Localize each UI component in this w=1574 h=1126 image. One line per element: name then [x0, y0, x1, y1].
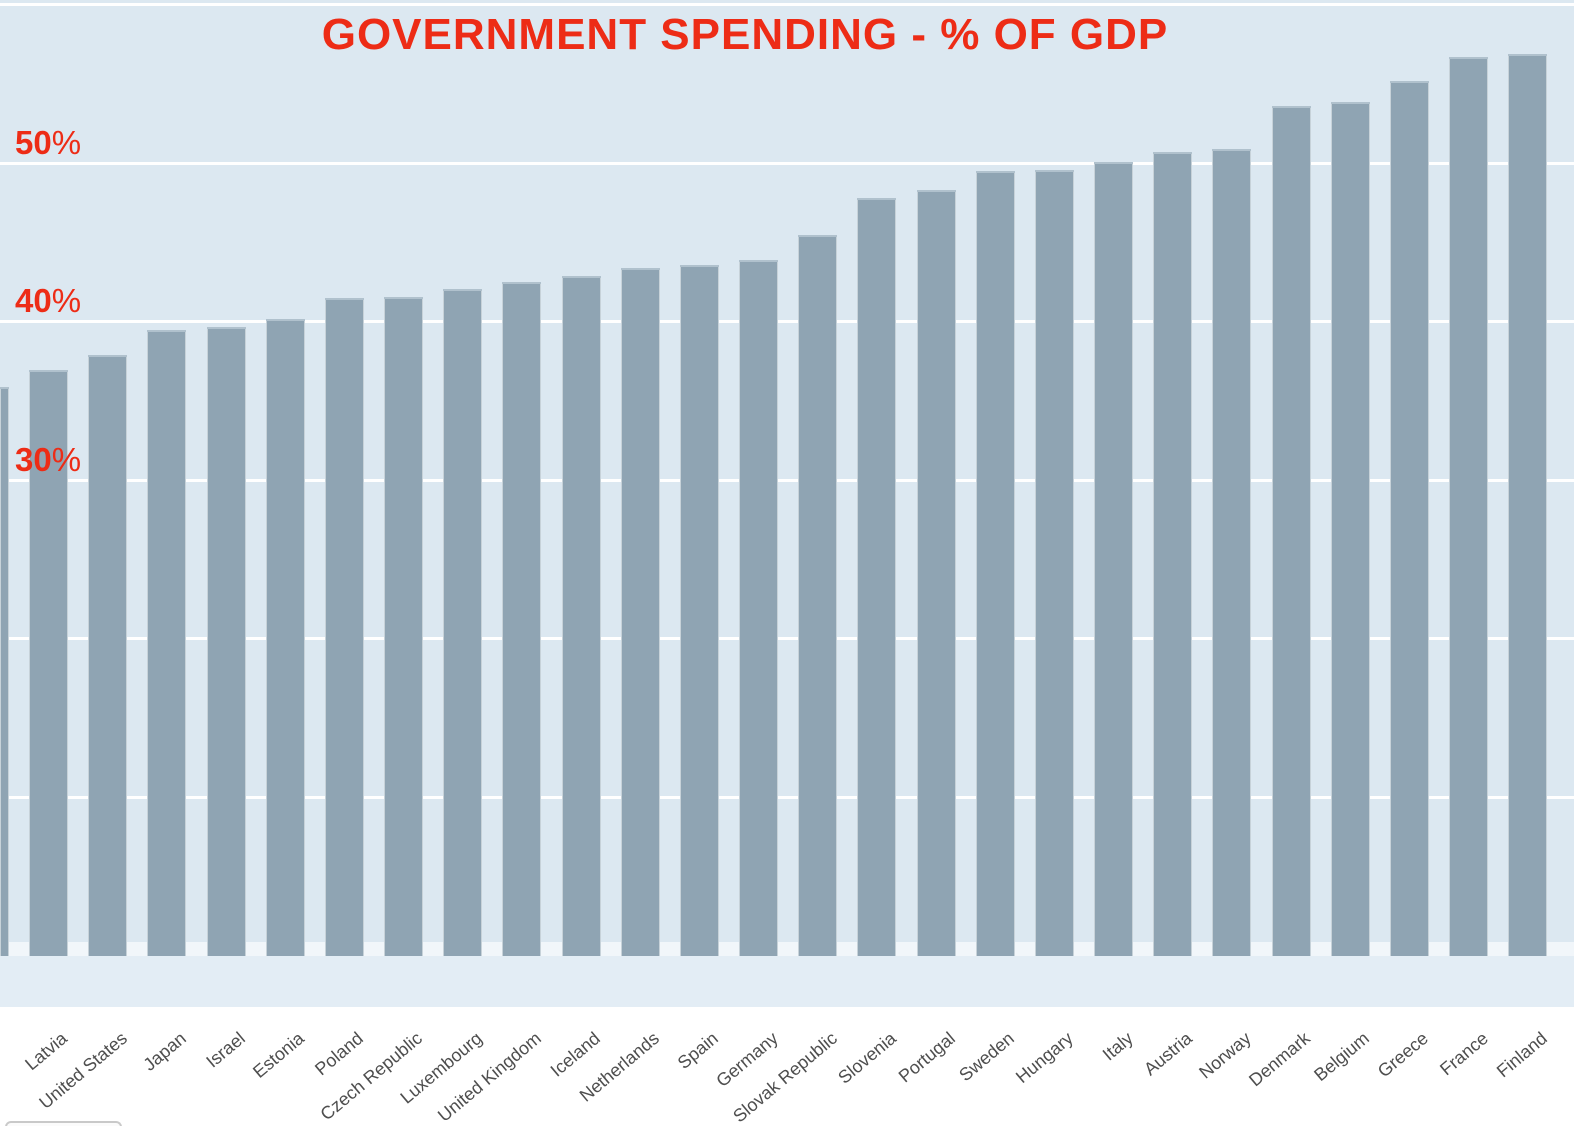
- bar-greece: [1389, 81, 1429, 956]
- bar-poland: [324, 298, 364, 956]
- bar-israel: [206, 326, 246, 956]
- percent-sign: %: [51, 282, 82, 319]
- x-label-greece: Greece: [1374, 1028, 1433, 1082]
- bar-italy: [1094, 161, 1134, 956]
- x-label-belgium: Belgium: [1310, 1028, 1374, 1086]
- bar-slovenia: [857, 198, 897, 956]
- y-axis-label-value: 40: [15, 282, 52, 319]
- x-label-france: France: [1435, 1028, 1492, 1080]
- bar-netherlands: [620, 268, 660, 956]
- x-label-israel: Israel: [202, 1028, 249, 1072]
- y-axis-label-30: 30%: [15, 441, 81, 479]
- x-label-poland: Poland: [311, 1028, 368, 1080]
- x-label-hungary: Hungary: [1012, 1028, 1078, 1088]
- gridline-20: [0, 637, 1574, 640]
- x-label-finland: Finland: [1492, 1028, 1551, 1082]
- bar-austria: [1153, 152, 1193, 956]
- x-label-united-kingdom: United Kingdom: [433, 1028, 545, 1126]
- percent-sign: %: [51, 123, 82, 161]
- bar-czech-republic: [384, 296, 424, 956]
- bar-luxembourg: [443, 288, 483, 956]
- gridline-40: [0, 320, 1574, 323]
- bar-sweden: [975, 171, 1015, 956]
- x-label-slovak-republic: Slovak Republic: [728, 1028, 841, 1126]
- bar-spain: [679, 264, 719, 956]
- x-label-denmark: Denmark: [1245, 1028, 1314, 1091]
- bar-united-states: [88, 355, 128, 956]
- gridline-10: [0, 795, 1574, 799]
- bar-norway: [1212, 149, 1252, 956]
- x-label-czech-republic: Czech Republic: [316, 1028, 427, 1125]
- gridline-50: [0, 161, 1574, 165]
- bar-germany: [739, 260, 779, 956]
- gridline-60: [0, 3, 1574, 6]
- bar-belgium: [1330, 101, 1370, 956]
- x-label-slovenia: Slovenia: [833, 1028, 900, 1088]
- y-axis-label-value: 50: [15, 123, 52, 161]
- x-label-italy: Italy: [1098, 1028, 1137, 1065]
- bar-slovak-republic: [798, 234, 838, 956]
- chart-title: GOVERNMENT SPENDING - % OF GDP: [321, 10, 1169, 59]
- y-axis-label-40: 40%: [15, 282, 81, 320]
- x-label-sweden: Sweden: [955, 1028, 1019, 1086]
- bar-estonia: [265, 318, 305, 956]
- x-label-estonia: Estonia: [249, 1028, 309, 1082]
- plot-area: [0, 0, 1574, 1007]
- x-label-portugal: Portugal: [894, 1028, 959, 1087]
- bar-japan: [147, 329, 187, 956]
- x-label-japan: Japan: [139, 1028, 190, 1075]
- bar-denmark: [1271, 106, 1311, 956]
- x-label-latvia: Latvia: [21, 1028, 72, 1075]
- bar-latvia: [29, 369, 68, 956]
- y-axis-label-50: 50%: [15, 124, 81, 162]
- bar-finland: [1508, 54, 1548, 956]
- bar-iceland: [561, 276, 601, 956]
- y-axis-label-value: 30: [15, 440, 52, 478]
- x-axis-band: [0, 956, 1574, 1007]
- gridline-30: [0, 478, 1574, 482]
- x-label-spain: Spain: [674, 1028, 723, 1073]
- clipped-box-bottom-left: [5, 1121, 122, 1126]
- bar-hungary: [1034, 169, 1074, 956]
- bar-france: [1449, 57, 1489, 956]
- x-label-austria: Austria: [1139, 1028, 1196, 1080]
- bar-partial-clipped: [0, 386, 9, 956]
- percent-sign: %: [51, 440, 82, 478]
- bar-portugal: [916, 190, 956, 956]
- bar-united-kingdom: [502, 282, 542, 956]
